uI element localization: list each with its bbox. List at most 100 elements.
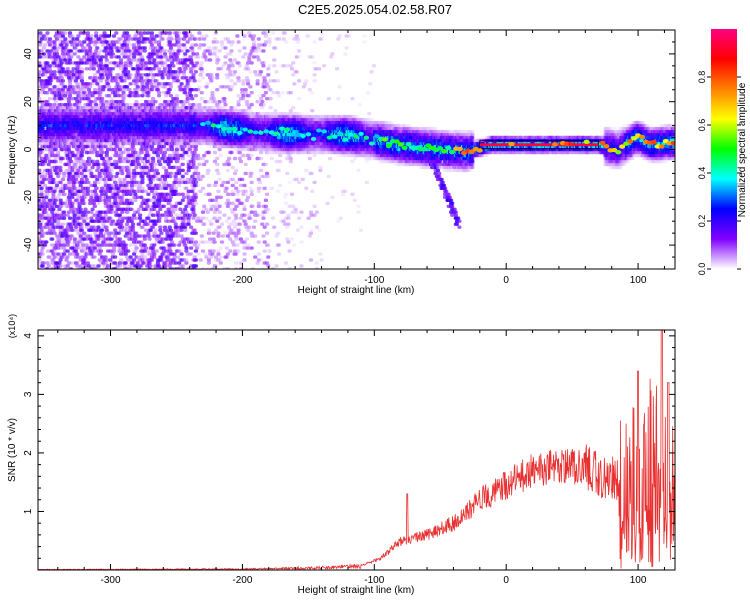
spectrogram-cell: [178, 70, 183, 74]
spectrogram-cell: [152, 37, 157, 41]
spectrogram-cell: [166, 162, 171, 167]
spectrogram-cell: [123, 88, 128, 92]
spectrogram-cell: [60, 67, 65, 71]
spectrogram-cell: [145, 85, 150, 89]
spectrogram-cell: [43, 183, 48, 188]
spectrogram-cell: [162, 213, 168, 217]
spectrogram-cell: [172, 258, 177, 262]
spectrogram-cell: [45, 31, 50, 35]
spectrogram-cell: [167, 264, 172, 268]
spectrogram-cell: [167, 34, 172, 38]
spectrogram-cell: [38, 225, 43, 229]
spectrogram-cell: [78, 207, 83, 211]
spectrogram-cell: [56, 150, 61, 155]
spectrogram-cell: [38, 150, 43, 155]
spectrogram-cell: [50, 249, 55, 253]
spectrogram-cell: [52, 46, 57, 50]
spectrogram-cell: [130, 228, 136, 232]
spectrogram-cell: [52, 231, 57, 235]
spectrogram-cell: [88, 138, 93, 143]
spectrogram-cell: [196, 171, 201, 176]
spectrogram-cell: [153, 228, 158, 232]
spectrogram-cell: [66, 100, 71, 104]
spectrogram-cell: [152, 165, 157, 170]
spectrogram-cell: [123, 67, 128, 71]
spectrogram-cell: [162, 153, 168, 158]
spectrogram-cell: [185, 192, 190, 196]
spectrogram-cell: [67, 34, 73, 38]
spectrogram-cell: [103, 144, 108, 149]
spectrogram-cell: [57, 222, 62, 226]
spectrogram-cell: [56, 252, 61, 256]
spectrogram-cell: [96, 168, 101, 173]
spectrogram-cell: [58, 64, 63, 68]
spectrogram-cell: [205, 171, 210, 176]
spectrogram-cell: [154, 85, 159, 89]
spectrogram-cell: [124, 85, 130, 89]
spectrogram-cell: [113, 234, 118, 238]
spectrogram-cell: [71, 183, 76, 188]
spectrogram-cell: [191, 76, 196, 80]
spectrogram-cell: [43, 43, 48, 47]
spectrogram-cell: [135, 159, 140, 164]
spectrogram-cell: [88, 156, 93, 161]
spectrogram-cell: [43, 243, 48, 247]
spectrogram-cell: [54, 183, 60, 188]
spectrogram-cell: [58, 165, 63, 170]
spectrogram-cell: [161, 246, 166, 250]
spectrogram-cell: [62, 243, 67, 247]
spectrogram-cell: [191, 186, 196, 190]
spectrogram-cell: [120, 225, 125, 229]
spectrogram-cell: [139, 240, 144, 244]
spectrogram-cell: [83, 174, 88, 179]
spectrogram-cell: [70, 43, 75, 47]
spectrogram-cell: [78, 246, 83, 250]
spectrogram-cell: [58, 258, 63, 262]
spectrogram-cell: [196, 183, 201, 188]
spectrogram-cell: [52, 249, 57, 253]
spectrogram-cell: [62, 91, 67, 95]
spectrogram-cell: [148, 180, 153, 185]
spectrogram-cell: [44, 195, 49, 199]
spectrogram-cell: [184, 34, 189, 38]
spectrogram-cell: [65, 264, 70, 268]
spectrogram-cell: [47, 43, 52, 47]
spectrogram-cell: [45, 106, 50, 110]
spectrogram-cell: [143, 64, 149, 68]
spectrogram-cell: [123, 252, 128, 256]
spectrogram-cell: [90, 207, 95, 211]
spectrogram-cell: [172, 73, 177, 77]
spectrogram-cell: [97, 213, 102, 217]
spectrogram-cell: [149, 144, 154, 149]
spectrogram-cell: [76, 231, 81, 235]
spectrogram-cell: [104, 150, 109, 155]
spectrogram-cell: [176, 156, 181, 161]
spectrogram-cell: [155, 210, 160, 214]
spectrogram-cell: [49, 186, 54, 190]
spectrogram-cell: [88, 49, 93, 53]
spectrogram-cell: [133, 198, 138, 202]
spectrogram-cell: [94, 79, 99, 83]
spectrogram-cell: [95, 216, 100, 220]
spectrogram-cell: [95, 168, 100, 173]
spectrogram-cell: [63, 141, 68, 146]
spectrogram-cell: [100, 100, 105, 104]
spectrogram-cell: [73, 153, 79, 158]
spectrogram-cell: [177, 177, 182, 182]
spectrogram-cell: [164, 180, 169, 185]
spectrogram-cell: [85, 189, 90, 193]
spectrogram-cell: [46, 162, 51, 167]
spectrogram-cell: [58, 73, 63, 77]
spectrogram-cell: [180, 264, 185, 268]
spectrogram-cell: [124, 31, 130, 35]
spectrogram-cells: [38, 31, 675, 269]
spectrogram-cell: [153, 195, 158, 199]
spectrogram-cell: [146, 91, 151, 95]
spectrogram-cell: [62, 252, 67, 256]
spectrogram-cell: [127, 156, 132, 161]
spectrogram-cell: [97, 198, 102, 202]
spectrogram-cell: [135, 156, 140, 161]
spectrogram-cell: [177, 261, 182, 265]
spectrogram-cell: [126, 147, 131, 152]
spectrogram-cell: [102, 37, 107, 41]
